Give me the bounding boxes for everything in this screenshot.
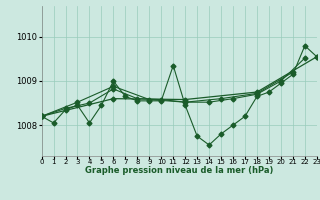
X-axis label: Graphe pression niveau de la mer (hPa): Graphe pression niveau de la mer (hPa) (85, 166, 273, 175)
